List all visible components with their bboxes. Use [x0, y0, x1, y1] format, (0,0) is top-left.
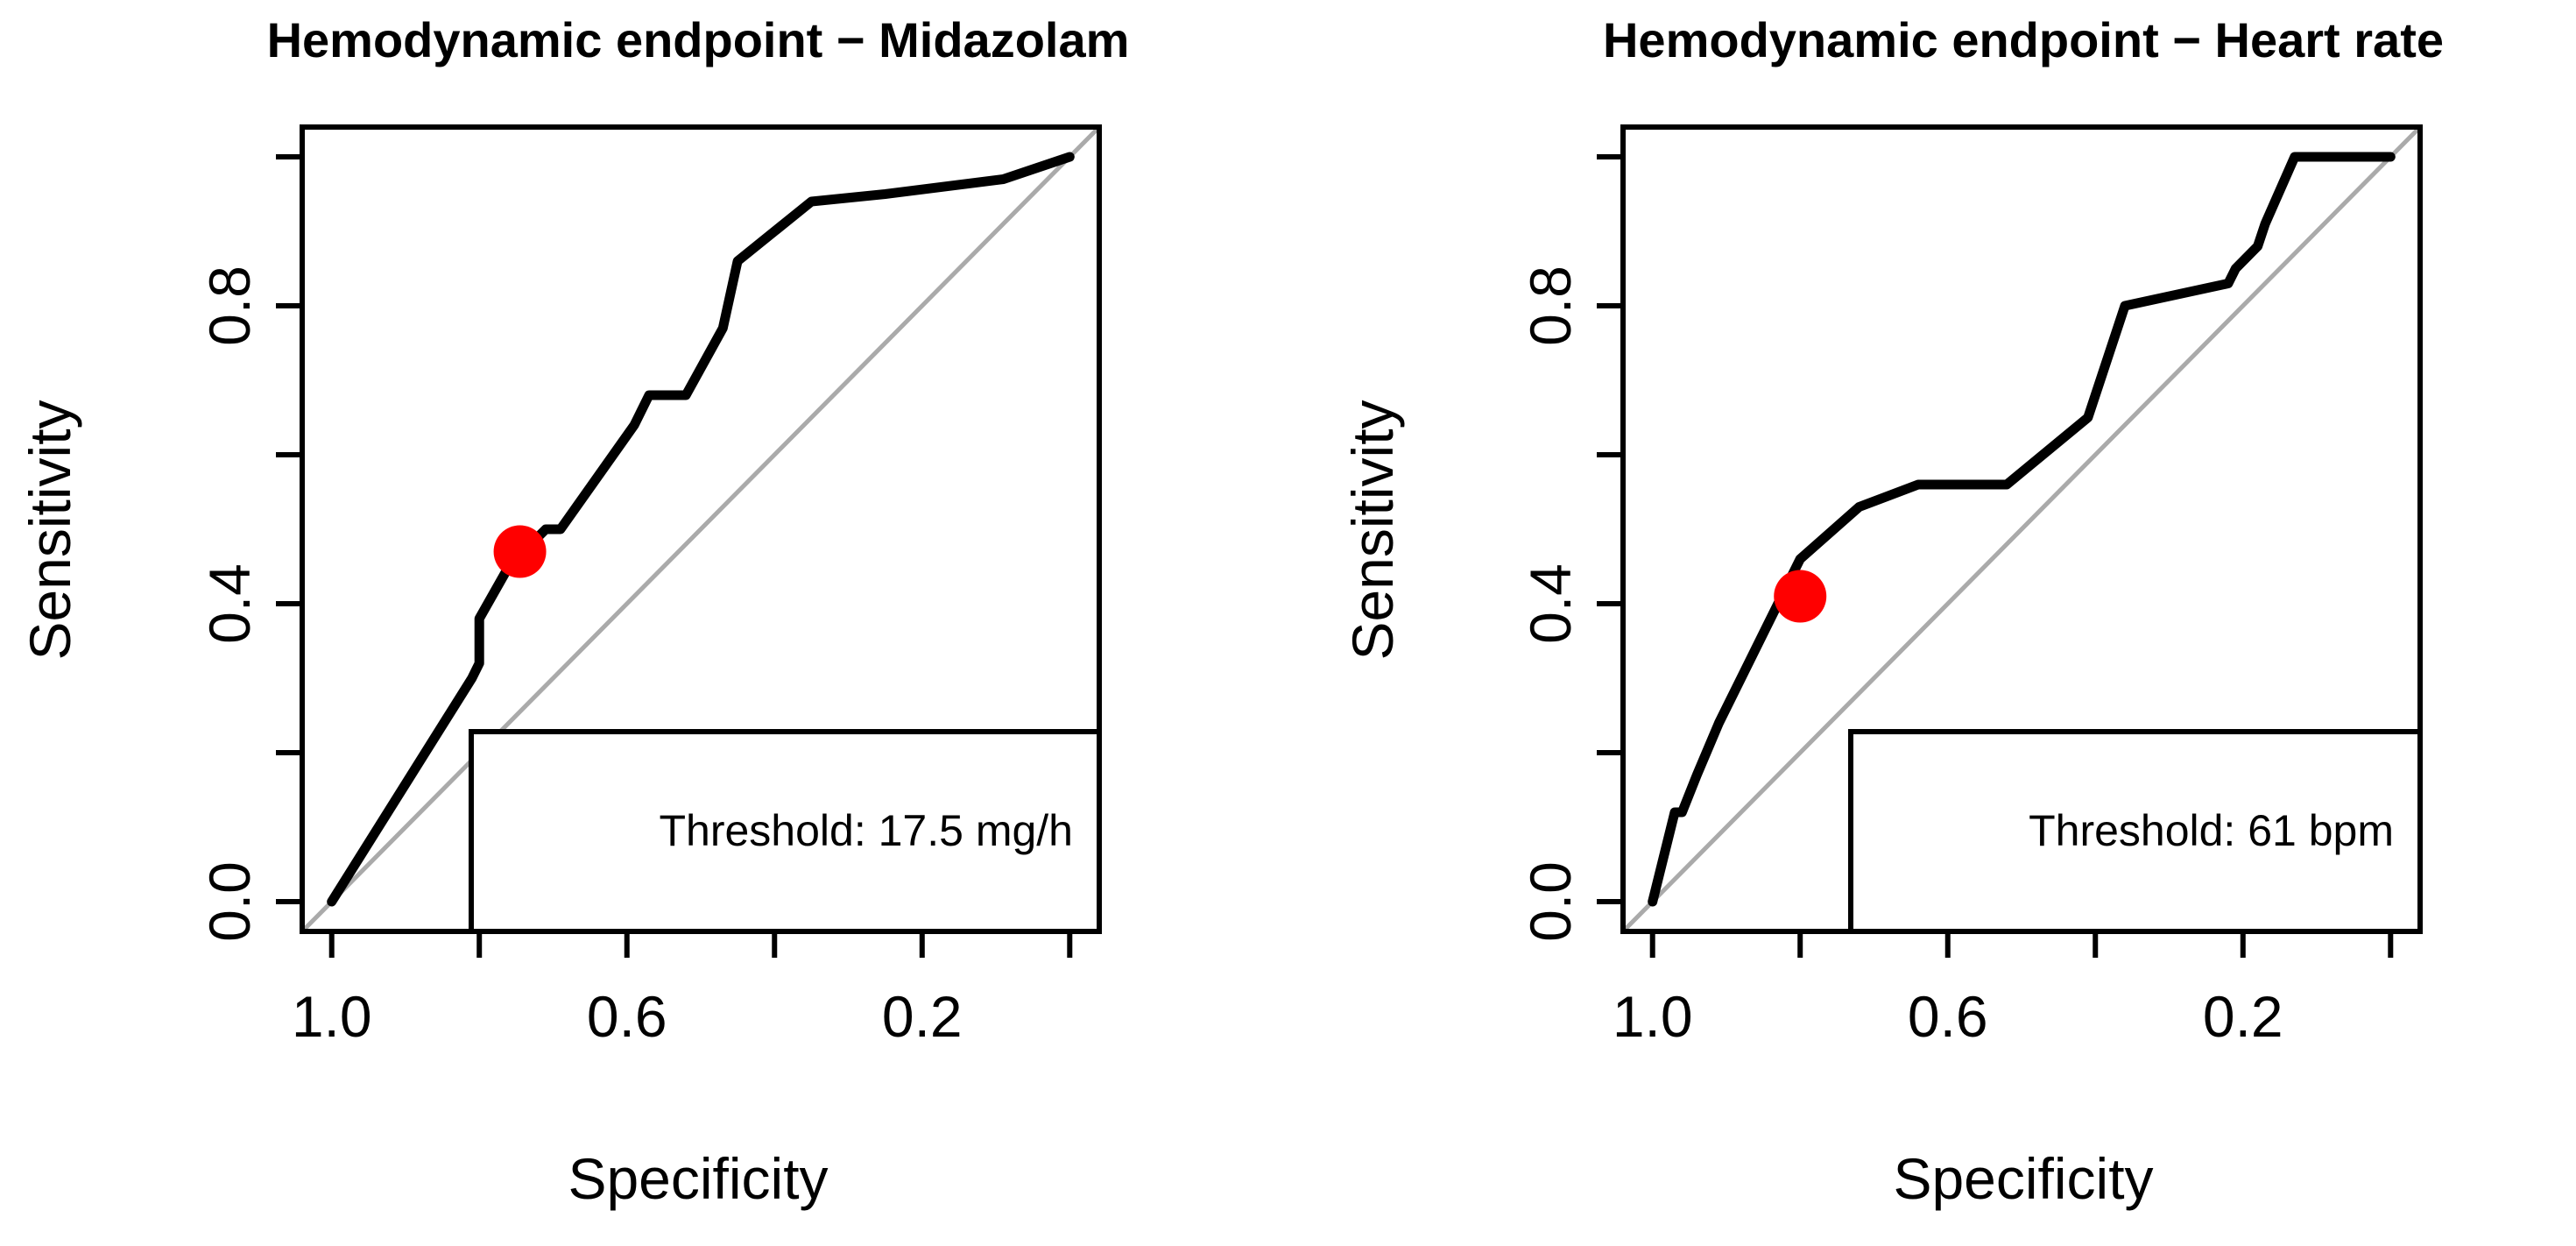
roc-curve — [1648, 152, 2396, 907]
axis-ticks: 1.0 0.6 0.2 0.0 0.4 0.8 — [1518, 154, 2394, 1049]
chart-title: Hemodynamic endpoint − Midazolam — [267, 12, 1130, 67]
y-tick-label: 0.8 — [197, 265, 262, 346]
x-tick-label: 0.2 — [882, 984, 963, 1049]
legend-threshold-text: Threshold: 17.5 mg/h — [660, 806, 1074, 855]
y-axis-label: Sensitivity — [1340, 400, 1405, 660]
y-tick-label: 0.4 — [197, 563, 262, 644]
x-tick-label: 1.0 — [1613, 984, 1693, 1049]
roc-panel-midazolam: Hemodynamic endpoint − Midazolam Sensiti… — [18, 12, 1129, 1211]
plot-frame — [1620, 124, 2423, 934]
x-axis-label: Specificity — [568, 1146, 828, 1211]
x-axis-label: Specificity — [1893, 1146, 2153, 1211]
y-tick-label: 0.4 — [1518, 563, 1583, 644]
axis-ticks: 1.0 0.6 0.2 0.0 0.4 0.8 — [197, 154, 1073, 1049]
legend-box — [1848, 729, 2423, 934]
x-tick-label: 0.6 — [1908, 984, 1988, 1049]
legend-threshold-text: Threshold: 61 bpm — [2029, 806, 2394, 855]
y-axis-label: Sensitivity — [18, 400, 82, 660]
x-tick-label: 1.0 — [292, 984, 372, 1049]
reference-diagonal — [300, 125, 1101, 933]
x-tick-label: 0.2 — [2203, 984, 2283, 1049]
plot-frame — [300, 124, 1102, 934]
legend-box — [469, 729, 1102, 934]
y-tick-label: 0.0 — [197, 861, 262, 942]
x-tick-label: 0.6 — [587, 984, 667, 1049]
best-threshold-point — [1774, 570, 1827, 623]
roc-panel-heart-rate: Hemodynamic endpoint − Heart rate Sensit… — [1340, 12, 2444, 1211]
y-tick-label: 0.8 — [1518, 265, 1583, 346]
reference-diagonal — [1621, 125, 2422, 933]
chart-title: Hemodynamic endpoint − Heart rate — [1603, 12, 2444, 67]
best-threshold-point — [493, 525, 547, 578]
y-tick-label: 0.0 — [1518, 861, 1583, 942]
roc-curve — [327, 152, 1075, 907]
